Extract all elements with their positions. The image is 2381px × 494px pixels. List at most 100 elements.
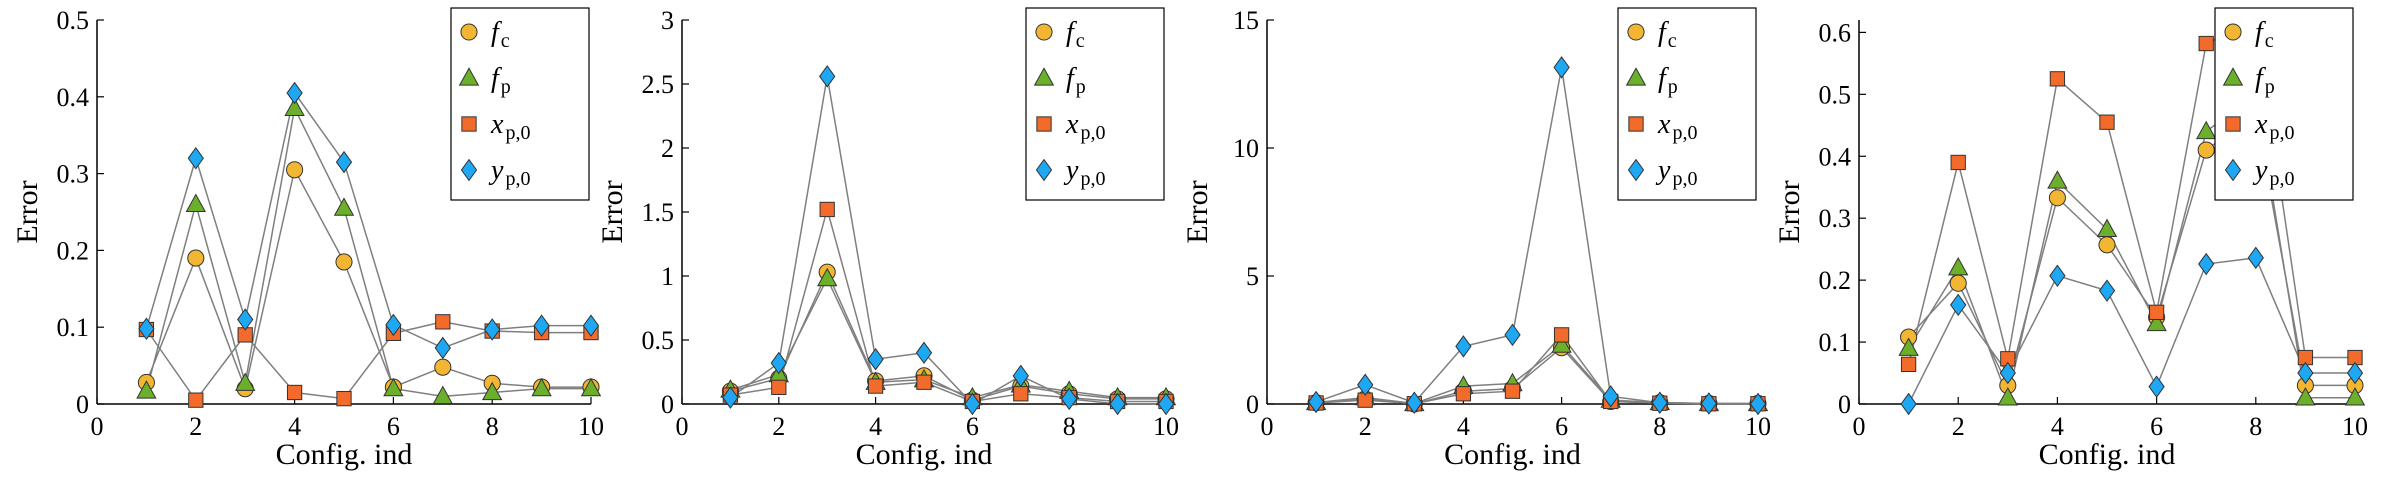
chart-panel-4: 0 2 4 6 8 10 0 0.1 0.2 0.3 0.4 0.5 0.6 Config. ind Err… — [1773, 7, 2368, 471]
x-axis-label: Config. ind — [276, 438, 413, 471]
y-tick-label: 5 — [1246, 262, 1259, 291]
point-f_p — [580, 377, 602, 397]
y-tick-label: 0 — [1838, 390, 1851, 419]
point-y_p0 — [1357, 373, 1374, 397]
x-tick-label: 0 — [1853, 412, 1866, 441]
point-f_c — [2197, 141, 2215, 159]
x-tick-label: 4 — [1457, 412, 1470, 441]
x-tick-label: 8 — [486, 412, 499, 441]
legend-marker-x_p0 — [1628, 116, 1644, 132]
point-y_p0 — [1900, 392, 1917, 416]
x-tick-label: 2 — [772, 412, 785, 441]
y-tick-label: 0.4 — [57, 83, 90, 112]
point-y_p0 — [582, 314, 600, 337]
y-tick-label: 0.3 — [57, 160, 90, 189]
point-x_p0 — [2099, 114, 2115, 130]
legend-marker-f_p — [458, 67, 480, 86]
y-tick-label: 0 — [661, 390, 674, 419]
point-f_p — [2195, 120, 2217, 140]
point-y_p0 — [2148, 375, 2165, 398]
point-y_p0 — [964, 392, 981, 416]
x-tick-label: 8 — [1653, 412, 1666, 441]
point-y_p0 — [2346, 361, 2364, 385]
point-f_p — [432, 385, 454, 404]
x-tick-label: 6 — [387, 412, 400, 441]
point-f_c — [2098, 236, 2116, 254]
point-f_c — [335, 253, 353, 271]
legend-marker-x_p0 — [461, 116, 477, 132]
legend-label-y_p0: y p,0 — [488, 155, 530, 190]
legend-label-y_p0: y p,0 — [1063, 155, 1105, 190]
point-f_p — [2096, 218, 2118, 237]
y-axis-label: Error — [11, 180, 44, 243]
series-line-y_p0 — [1907, 257, 2355, 405]
point-x_p0 — [1455, 386, 1472, 402]
x-tick-label: 0 — [676, 412, 689, 441]
series-line-y_p0 — [1315, 67, 1759, 405]
x-tick-label: 8 — [2249, 412, 2262, 441]
legend-marker-f_p — [2222, 67, 2244, 86]
legend-marker-f_c — [2224, 23, 2242, 41]
point-x_p0 — [435, 314, 451, 330]
series-line-y_p0 — [729, 76, 1166, 405]
point-f_p — [2344, 387, 2366, 406]
point-y_p0 — [385, 313, 402, 337]
point-x_p0 — [1900, 356, 1917, 373]
legend-marker-y_p0 — [1035, 158, 1053, 182]
series-line-f_p — [1316, 344, 1758, 405]
legend-marker-y_p0 — [1627, 158, 1645, 182]
chart-panel-1: 0 2 4 6 8 10 0 0.1 0.2 0.3 0.4 0.5 Config. ind Error f… — [11, 6, 604, 471]
point-f_p — [1898, 337, 1919, 356]
point-y_p0 — [138, 317, 155, 340]
point-x_p0 — [1504, 383, 1521, 399]
point-f_c — [2048, 189, 2066, 207]
legend-marker-f_c — [460, 23, 478, 41]
x-axis-label: Config. ind — [856, 438, 993, 471]
point-y_p0 — [1012, 364, 1029, 388]
y-tick-label: 2 — [661, 134, 674, 163]
y-tick-label: 15 — [1233, 6, 1259, 35]
x-axis-label: Config. ind — [2039, 438, 2176, 471]
point-y_p0 — [237, 308, 254, 331]
legend-label-y_p0: y p,0 — [2252, 155, 2294, 190]
y-tick-label: 0.5 — [57, 6, 90, 35]
series-line-f_p — [1907, 92, 2355, 401]
y-tick-label: 0 — [1246, 390, 1259, 419]
point-f_p — [333, 197, 355, 216]
series-line-x_p0 — [1316, 333, 1758, 405]
y-tick-label: 0.4 — [1819, 142, 1852, 171]
series-line-f_p — [145, 105, 591, 398]
y-tick-label: 10 — [1233, 134, 1259, 163]
series-line-x_p0 — [730, 206, 1166, 403]
legend-marker-y_p0 — [460, 158, 478, 182]
y-tick-label: 0.2 — [1819, 266, 1852, 295]
point-x_p0 — [916, 374, 932, 390]
point-x_p0 — [2049, 71, 2066, 87]
point-f_c — [187, 249, 205, 267]
point-y_p0 — [533, 314, 550, 337]
point-f_c — [1949, 274, 1967, 292]
point-y_p0 — [1651, 391, 1668, 414]
x-tick-label: 2 — [189, 412, 202, 441]
y-tick-label: 0.1 — [1819, 328, 1852, 357]
point-x_p0 — [771, 379, 787, 396]
point-x_p0 — [2148, 304, 2165, 320]
point-x_p0 — [286, 384, 303, 401]
point-y_p0 — [1504, 323, 1521, 347]
x-tick-label: 0 — [1261, 412, 1274, 441]
series-line-f_c — [145, 167, 591, 392]
x-tick-label: 4 — [869, 412, 882, 441]
point-f_p — [481, 381, 503, 401]
point-x_p0 — [1553, 327, 1570, 343]
legend-marker-f_p — [1625, 67, 1647, 86]
legend-label-x_p0: x p,0 — [1657, 109, 1697, 144]
point-y_p0 — [1307, 390, 1325, 414]
point-x_p0 — [867, 378, 884, 394]
point-y_p0 — [434, 336, 451, 360]
point-y_p0 — [1602, 385, 1619, 408]
legend-marker-y_p0 — [2224, 158, 2242, 182]
